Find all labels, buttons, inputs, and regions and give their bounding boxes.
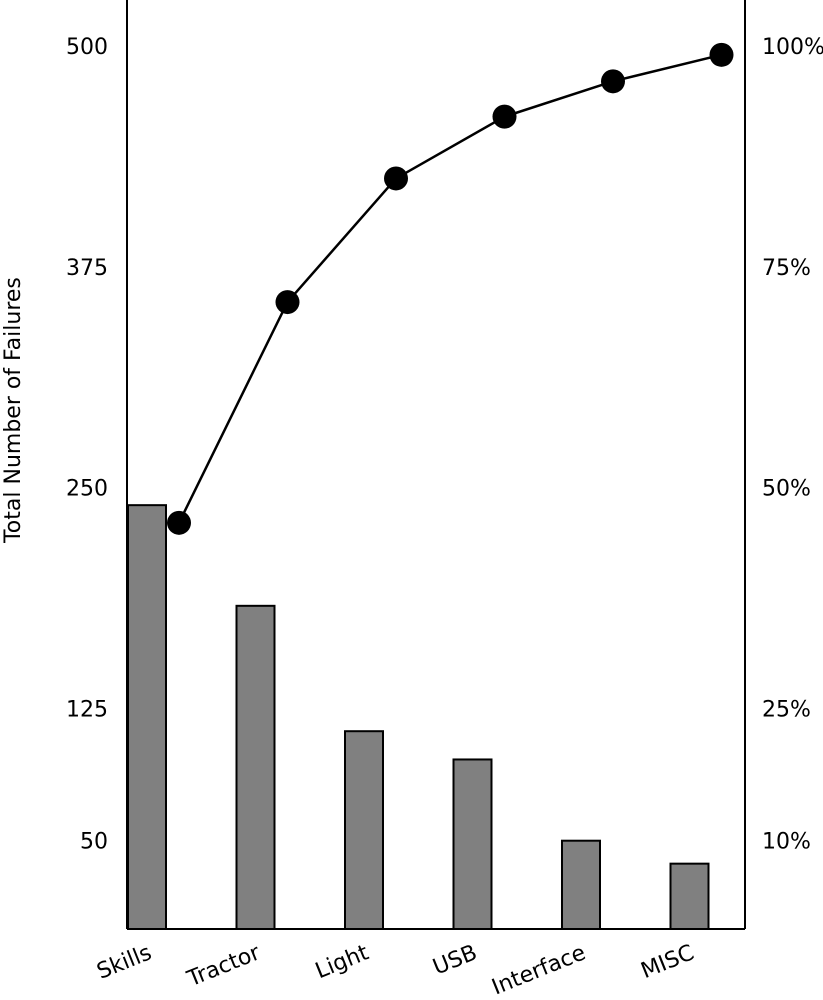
- cumulative-point-light: [384, 166, 408, 191]
- cumulative-line-layer: [167, 42, 734, 535]
- category-label-light: Light: [312, 940, 373, 984]
- bar-light: [344, 730, 384, 931]
- ticks-layer: 500 375 250 125 50 100% 75% 50% 25% 10%: [66, 35, 823, 855]
- bar-usb: [452, 758, 493, 930]
- category-label-usb: USB: [429, 940, 480, 980]
- cumulative-point-skills: [167, 510, 191, 535]
- y-tick-label: 125: [66, 697, 108, 722]
- y-tick-label: 375: [66, 256, 108, 281]
- y2-tick-label: 10%: [762, 830, 811, 855]
- bar-tractor: [235, 604, 276, 931]
- cumulative-point-usb: [492, 104, 517, 129]
- y2-tick-label: 75%: [762, 256, 811, 281]
- y2-tick-label: 25%: [762, 697, 811, 722]
- category-label-misc: MISC: [638, 940, 698, 984]
- category-label-skills: Skills: [93, 940, 155, 984]
- y-axis-title: Total Number of Failures: [1, 277, 26, 544]
- bar-interface: [561, 839, 601, 931]
- category-label-tractor: Tractor: [183, 940, 265, 992]
- cumulative-line: [177, 53, 722, 524]
- cumulative-point-interface: [601, 69, 625, 94]
- category-label-interface: Interface: [489, 940, 590, 1000]
- y-tick-label: 500: [66, 35, 108, 60]
- categories-layer: Skills Tractor Light USB Interface MISC: [93, 940, 697, 1000]
- cumulative-point-misc: [709, 42, 734, 67]
- bar-misc: [669, 862, 710, 931]
- bar-skills: [127, 504, 167, 930]
- y2-tick-label: 50%: [762, 477, 811, 502]
- bars-layer: [127, 504, 710, 931]
- y2-tick-label: 100%: [762, 35, 823, 60]
- y-tick-label: 250: [66, 477, 108, 502]
- y-tick-label: 50: [80, 830, 108, 855]
- cumulative-point-tractor: [275, 290, 300, 315]
